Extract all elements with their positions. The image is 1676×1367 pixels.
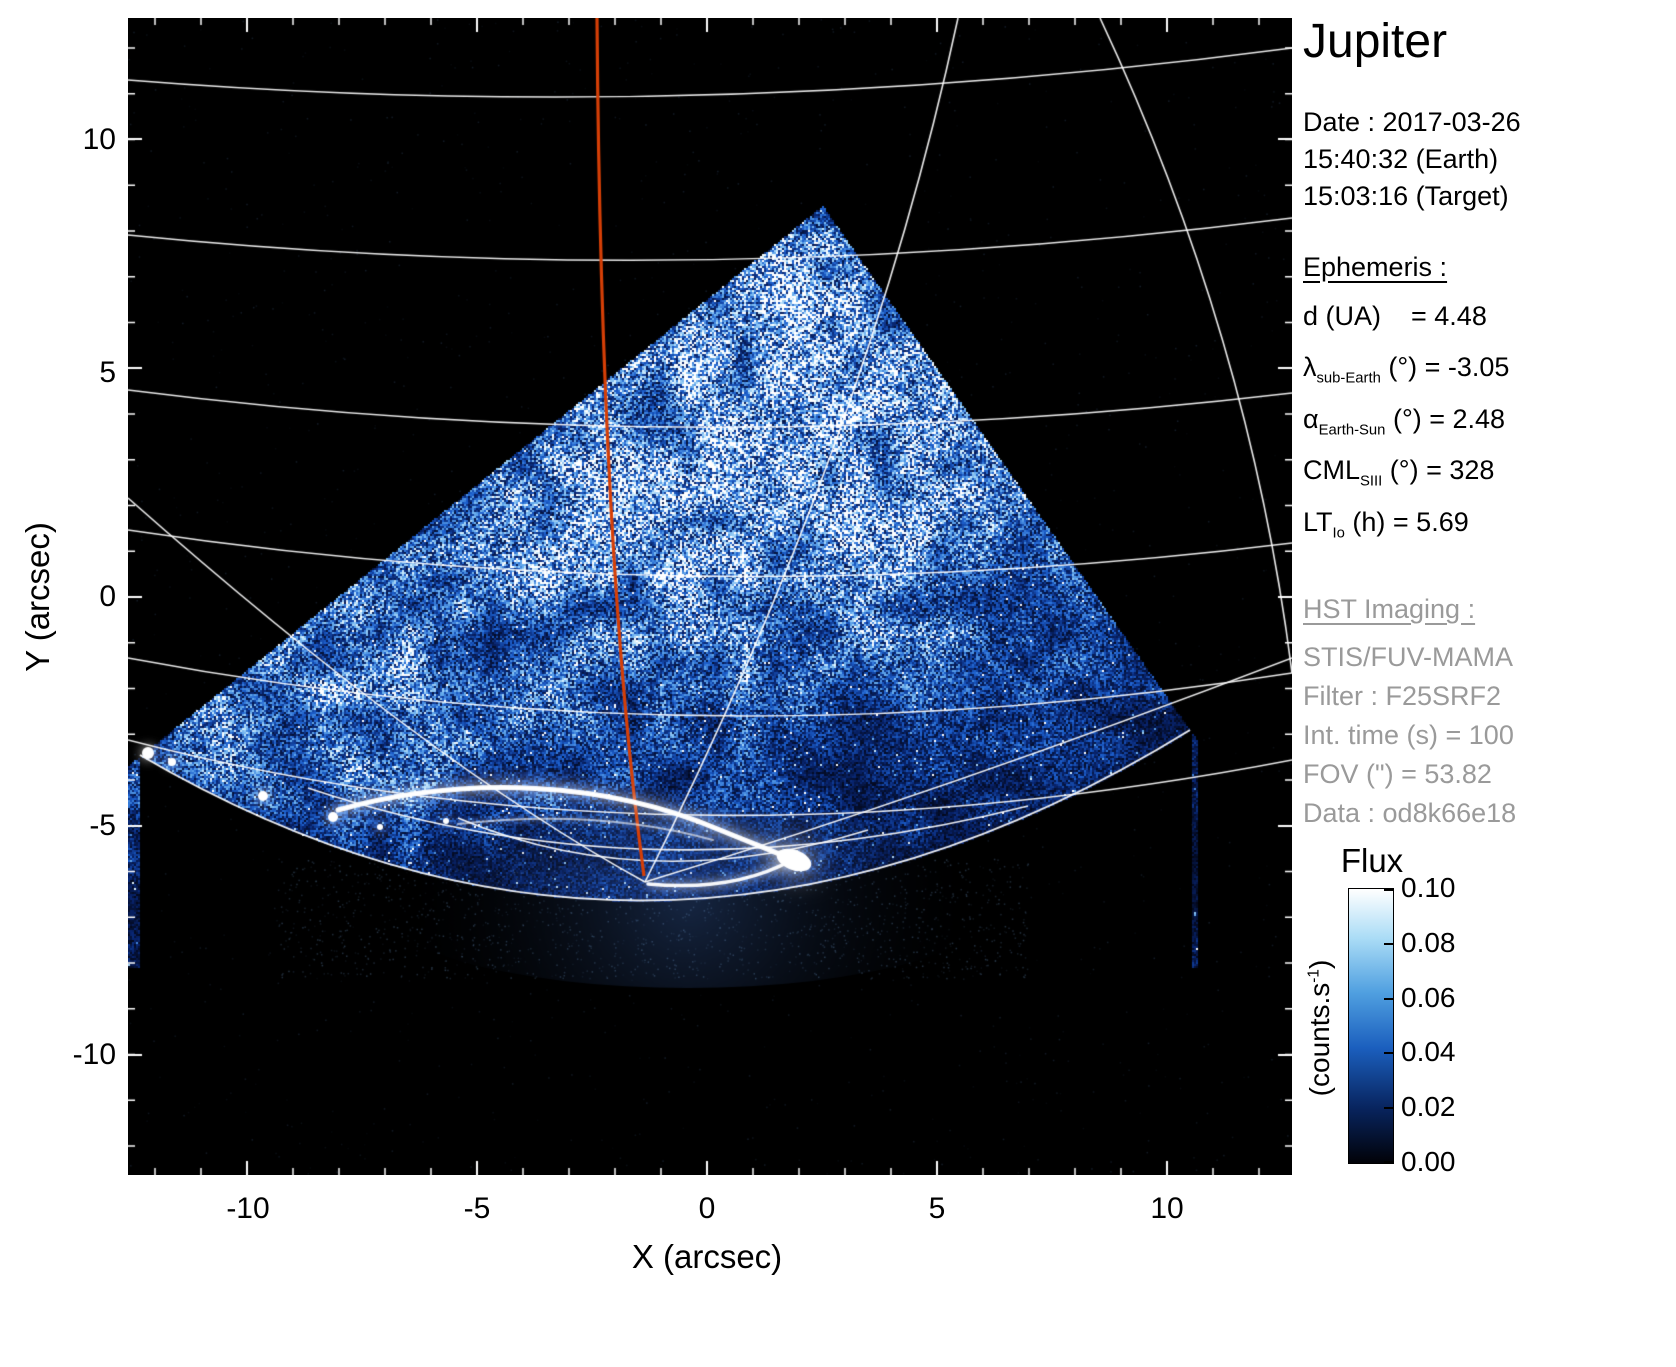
x-tick-label: -10 xyxy=(226,1192,269,1226)
colorbar-tick-label: 0.04 xyxy=(1401,1036,1456,1068)
ephemeris-value: (h) = 5.69 xyxy=(1345,507,1469,537)
x-tick-label: 0 xyxy=(699,1192,716,1226)
ephemeris-row-cml: CMLSIII (°) = 328 xyxy=(1303,450,1675,501)
unit-pre: (counts.s xyxy=(1304,983,1335,1097)
ephemeris-symbol: λ xyxy=(1303,352,1317,382)
hst-instrument-line: STIS/FUV-MAMA xyxy=(1303,638,1675,677)
ephemeris-heading: Ephemeris : xyxy=(1303,249,1675,286)
hst-heading: HST Imaging : xyxy=(1303,591,1675,628)
image-canvas xyxy=(128,18,1292,1175)
ephemeris-subscript: Io xyxy=(1333,525,1345,541)
ephemeris-row-d: d (UA) = 4.48 xyxy=(1303,296,1675,347)
x-axis-title: X (arcsec) xyxy=(632,1238,782,1276)
hst-filter-line: Filter : F25SRF2 xyxy=(1303,677,1675,716)
ephemeris-row-lt-io: LTIo (h) = 5.69 xyxy=(1303,502,1675,553)
colorbar-tick xyxy=(1384,889,1393,891)
date-line: Date : 2017-03-26 xyxy=(1303,104,1675,141)
ephemeris-symbol: CML xyxy=(1303,455,1360,485)
time-target-line: 15:03:16 (Target) xyxy=(1303,178,1675,215)
ephemeris-value: = 4.48 xyxy=(1381,301,1487,331)
ephemeris-value: (°) = -3.05 xyxy=(1381,352,1510,382)
colorbar-title: Flux xyxy=(1341,842,1403,880)
colorbar-tick-label: 0.00 xyxy=(1401,1146,1456,1178)
hst-inttime-line: Int. time (s) = 100 xyxy=(1303,716,1675,755)
x-tick-label: 5 xyxy=(929,1192,946,1226)
y-tick-label: 10 xyxy=(28,123,116,157)
plot-area xyxy=(128,18,1292,1175)
y-axis-title: Y (arcsec) xyxy=(19,522,57,672)
colorbar-tick-label: 0.02 xyxy=(1401,1091,1456,1123)
colorbar-unit-label: (counts.s-1) xyxy=(1304,960,1336,1097)
ephemeris-value: (°) = 2.48 xyxy=(1385,404,1505,434)
time-earth-line: 15:40:32 (Earth) xyxy=(1303,141,1675,178)
colorbar-tick xyxy=(1384,1161,1393,1163)
ephemeris-symbol: α xyxy=(1303,404,1319,434)
hst-data-line: Data : od8k66e18 xyxy=(1303,794,1675,833)
ephemeris-value: (°) = 328 xyxy=(1382,455,1494,485)
figure-title: Jupiter xyxy=(1303,16,1675,68)
info-panel: Jupiter Date : 2017-03-26 15:40:32 (Eart… xyxy=(1303,16,1675,833)
colorbar-tick-label: 0.06 xyxy=(1401,982,1456,1014)
ephemeris-row-alpha: αEarth-Sun (°) = 2.48 xyxy=(1303,399,1675,450)
ephemeris-subscript: sub-Earth xyxy=(1317,371,1381,387)
hst-fov-line: FOV (") = 53.82 xyxy=(1303,755,1675,794)
figure-page: 10 5 0 -5 -10 -10 -5 0 5 10 X (arcsec) Y… xyxy=(0,0,1676,1367)
ephemeris-symbol: d (UA) xyxy=(1303,301,1381,331)
colorbar-tick xyxy=(1384,998,1393,1000)
y-tick-label: 5 xyxy=(28,356,116,390)
unit-post: ) xyxy=(1304,960,1335,969)
colorbar-tick xyxy=(1384,1107,1393,1109)
y-tick-label: -5 xyxy=(28,809,116,843)
colorbar-tick-label: 0.08 xyxy=(1401,927,1456,959)
unit-exponent: -1 xyxy=(1306,969,1323,983)
ephemeris-symbol: LT xyxy=(1303,507,1333,537)
y-tick-label: -10 xyxy=(28,1038,116,1072)
colorbar-tick xyxy=(1384,1052,1393,1054)
colorbar xyxy=(1348,888,1394,1164)
colorbar-tick-label: 0.10 xyxy=(1401,872,1456,904)
colorbar-tick xyxy=(1384,943,1393,945)
ephemeris-subscript: Earth-Sun xyxy=(1319,422,1386,438)
ephemeris-row-lambda: λsub-Earth (°) = -3.05 xyxy=(1303,347,1675,398)
x-tick-label: -5 xyxy=(464,1192,491,1226)
ephemeris-subscript: SIII xyxy=(1360,474,1382,490)
x-tick-label: 10 xyxy=(1150,1192,1183,1226)
